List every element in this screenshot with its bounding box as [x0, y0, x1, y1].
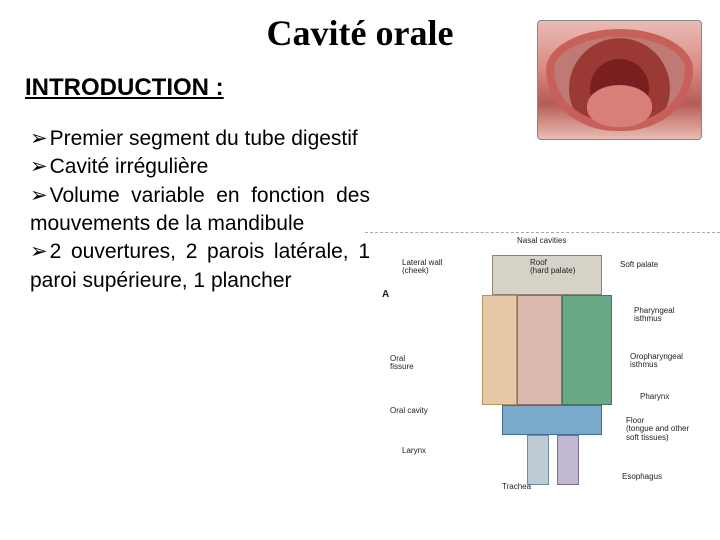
intro-body: Premier segment du tube digestif Cavité …: [30, 125, 370, 295]
diagram-block-cheek: [482, 295, 517, 405]
bullet-item: Cavité irrégulière: [30, 153, 370, 181]
diagram-label-floor: Floor (tongue and other soft tissues): [626, 417, 689, 442]
diagram-label-nasal: Nasal cavities: [517, 237, 566, 245]
diagram-block-pharynx: [562, 295, 612, 405]
oral-cavity-diagram-figure: A Nasal cavities Lateral wall (cheek) Ro…: [372, 235, 712, 515]
diagram-label-larynx: Larynx: [402, 447, 426, 455]
diagram-schematic: [482, 255, 612, 465]
diagram-label-esophagus: Esophagus: [622, 473, 662, 481]
diagram-panel-label: A: [382, 290, 389, 301]
tongue-illustration: [587, 85, 652, 127]
diagram-block-trachea: [527, 435, 549, 485]
diagram-label-lateral-wall: Lateral wall (cheek): [402, 259, 442, 276]
diagram-label-soft-palate: Soft palate: [620, 261, 658, 269]
diagram-label-trachea: Trachea: [502, 483, 531, 491]
bullet-item: Premier segment du tube digestif: [30, 125, 370, 153]
oral-cavity-photo-figure: [537, 20, 702, 140]
bullet-item: 2 ouvertures, 2 parois latérale, 1 paroi…: [30, 238, 370, 295]
diagram-label-pharyngeal-isthmus: Pharyngeal isthmus: [634, 307, 674, 324]
diagram-label-oral-cavity: Oral cavity: [390, 407, 428, 415]
diagram-label-oropharyngeal-isthmus: Oropharyngeal isthmus: [630, 353, 683, 370]
figure-divider: [365, 232, 720, 233]
bullet-item: Volume variable en fonction des mouvemen…: [30, 182, 370, 239]
diagram-block-floor: [502, 405, 602, 435]
diagram-label-roof: Roof (hard palate): [530, 259, 575, 276]
diagram-block-esophagus: [557, 435, 579, 485]
diagram-block-oral-cavity: [517, 295, 562, 405]
diagram-label-oral-fissure: Oral fissure: [390, 355, 414, 372]
diagram-label-pharynx: Pharynx: [640, 393, 669, 401]
